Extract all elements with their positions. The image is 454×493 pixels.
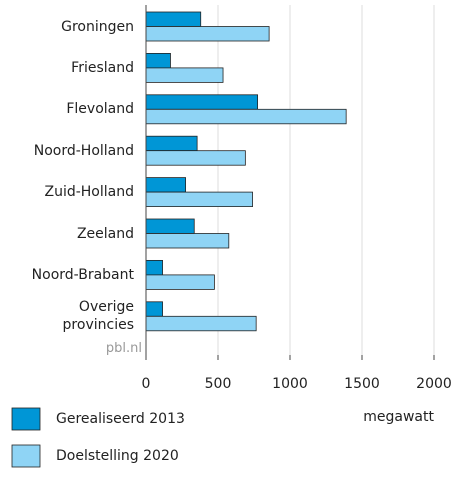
bar <box>145 26 270 42</box>
y-tick-label: Noord-Holland <box>33 142 134 159</box>
y-tick-label: Friesland <box>71 59 134 76</box>
bar <box>145 177 186 193</box>
x-tick-label: 0 <box>141 376 151 392</box>
bar <box>145 108 347 125</box>
bar <box>145 218 195 234</box>
source: pbl.nl <box>105 341 142 356</box>
legend-label: Doelstelling 2020 <box>56 448 179 464</box>
bar <box>145 301 163 317</box>
bar <box>145 150 246 166</box>
bar <box>145 135 198 152</box>
legend-label: Gerealiseerd 2013 <box>56 411 185 427</box>
bar <box>145 274 215 290</box>
bar <box>145 11 202 27</box>
bar <box>145 67 224 83</box>
y-tick-label: Groningen <box>61 18 134 35</box>
x-tick-label: 2000 <box>416 376 452 392</box>
bar <box>145 53 171 69</box>
x-tick-label: 1000 <box>272 376 308 392</box>
bar <box>145 259 163 276</box>
bar <box>145 94 258 110</box>
x-axis-label: megawatt <box>363 409 434 425</box>
legend-swatch <box>11 407 41 431</box>
y-tick-label: Flevoland <box>66 101 134 118</box>
y-tick-label: Noord-Brabant <box>31 266 134 283</box>
y-tick-label: Overige provincies <box>62 299 134 334</box>
y-tick-label: Zuid-Holland <box>44 184 134 201</box>
legend-swatch <box>11 444 41 468</box>
y-tick-label: Zeeland <box>76 225 134 242</box>
x-tick-label: 1500 <box>344 376 380 392</box>
bar <box>145 191 253 208</box>
bar <box>145 233 230 249</box>
bar <box>145 315 257 332</box>
x-tick-label: 500 <box>204 376 232 392</box>
